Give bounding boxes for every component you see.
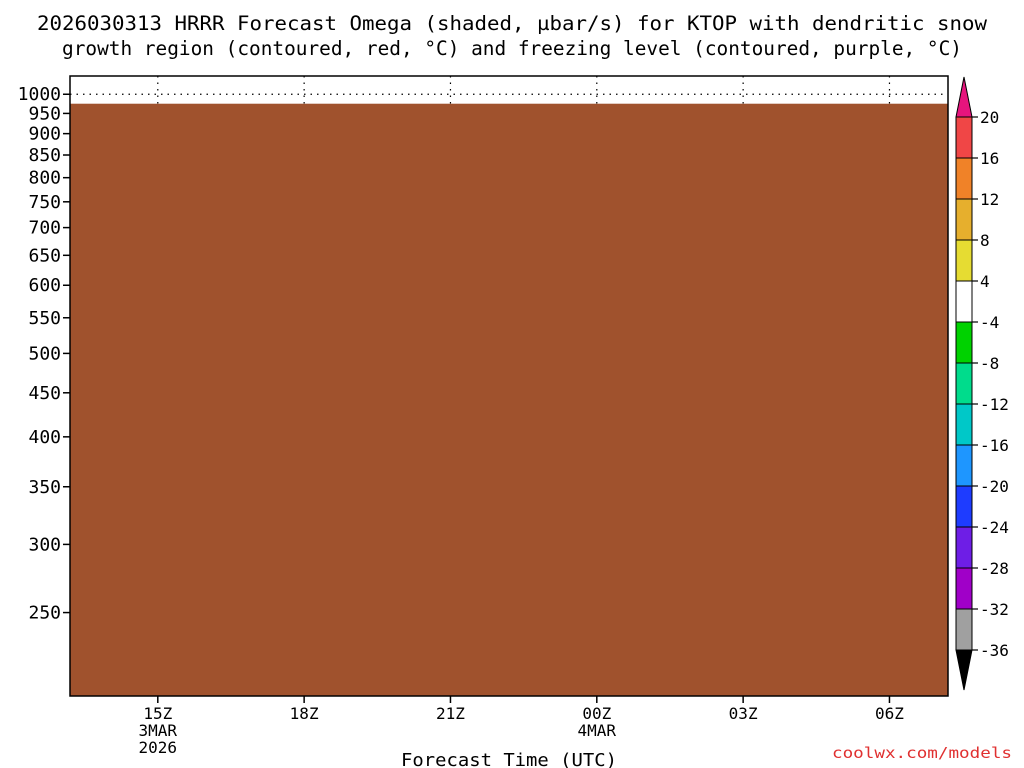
colorbar-bin (955, 526, 973, 569)
y-tick-label: 800 (28, 168, 61, 189)
y-tick-label: 350 (28, 477, 61, 498)
colorbar-bin (955, 362, 973, 405)
y-tick-label: 900 (28, 124, 61, 145)
colorbar-bin (955, 157, 973, 200)
colorbar-bin (955, 321, 973, 364)
website-credit[interactable]: coolwx.com/models (832, 744, 1012, 762)
colorbar-label: -36 (980, 641, 1009, 660)
y-tick-label: 300 (28, 534, 61, 555)
colorbar-bin (955, 198, 973, 241)
x-tick-label: 15Z (143, 704, 172, 723)
x-tick-date: 4MAR (578, 721, 617, 740)
y-tick-label: 850 (28, 145, 61, 166)
colorbar-label: 4 (980, 272, 990, 291)
colorbar-label: -16 (980, 436, 1009, 455)
chart-title-line2: growth region (contoured, red, °C) and f… (62, 37, 962, 60)
colorbar-label: -8 (980, 354, 999, 373)
colorbar: 20 16 12 8 4 -4 -8 -12 -16 -20 -24 -28 -32 -36 (955, 76, 1009, 691)
colorbar-label: -24 (980, 518, 1009, 537)
colorbar-under-arrow (955, 649, 973, 691)
colorbar-bin (955, 567, 973, 610)
x-tick-label: 00Z (582, 704, 611, 723)
plot-area: -18-18-12-1200 (70, 76, 948, 696)
x-tick-label: 03Z (729, 704, 758, 723)
x-tick-year: 2026 (139, 738, 178, 757)
y-tick-label: 750 (28, 192, 61, 213)
y-tick-label: 1000 (18, 84, 61, 105)
y-tick-label: 600 (28, 275, 61, 296)
colorbar-label: -20 (980, 477, 1009, 496)
y-tick-label: 650 (28, 245, 61, 266)
y-tick-label: 500 (28, 343, 61, 364)
colorbar-label: 12 (980, 190, 999, 209)
colorbar-label: 16 (980, 149, 999, 168)
y-tick-label: 450 (28, 383, 61, 404)
y-tick-label: 550 (28, 308, 61, 329)
x-tick-label: 18Z (290, 704, 319, 723)
chart-title-line1: 2026030313 HRRR Forecast Omega (shaded, … (37, 12, 987, 35)
colorbar-bin (955, 116, 973, 159)
ground-layer (70, 103, 948, 696)
x-tick-label: 06Z (875, 704, 904, 723)
y-tick-label: 400 (28, 427, 61, 448)
colorbar-bin (955, 403, 973, 446)
y-tick-label: 950 (28, 103, 61, 124)
colorbar-bin (955, 608, 973, 651)
y-axis: 2503003504004505005506006507007508008509… (18, 84, 70, 624)
colorbar-bin (955, 239, 973, 282)
colorbar-bin (955, 280, 973, 323)
colorbar-bin (955, 485, 973, 528)
colorbar-label: -28 (980, 559, 1009, 578)
colorbar-label: -12 (980, 395, 1009, 414)
ground-fill (70, 103, 948, 696)
y-tick-label: 700 (28, 218, 61, 239)
colorbar-over-arrow (955, 76, 973, 118)
colorbar-label: -4 (980, 313, 999, 332)
colorbar-label: 8 (980, 231, 990, 250)
x-tick-date: 3MAR (139, 721, 178, 740)
x-axis-title: Forecast Time (UTC) (401, 750, 617, 768)
x-tick-label: 21Z (436, 704, 465, 723)
plot-frame (69, 75, 949, 697)
colorbar-bin (955, 444, 973, 487)
colorbar-label: -32 (980, 600, 1009, 619)
y-tick-label: 250 (28, 603, 61, 624)
colorbar-label: 20 (980, 108, 999, 127)
